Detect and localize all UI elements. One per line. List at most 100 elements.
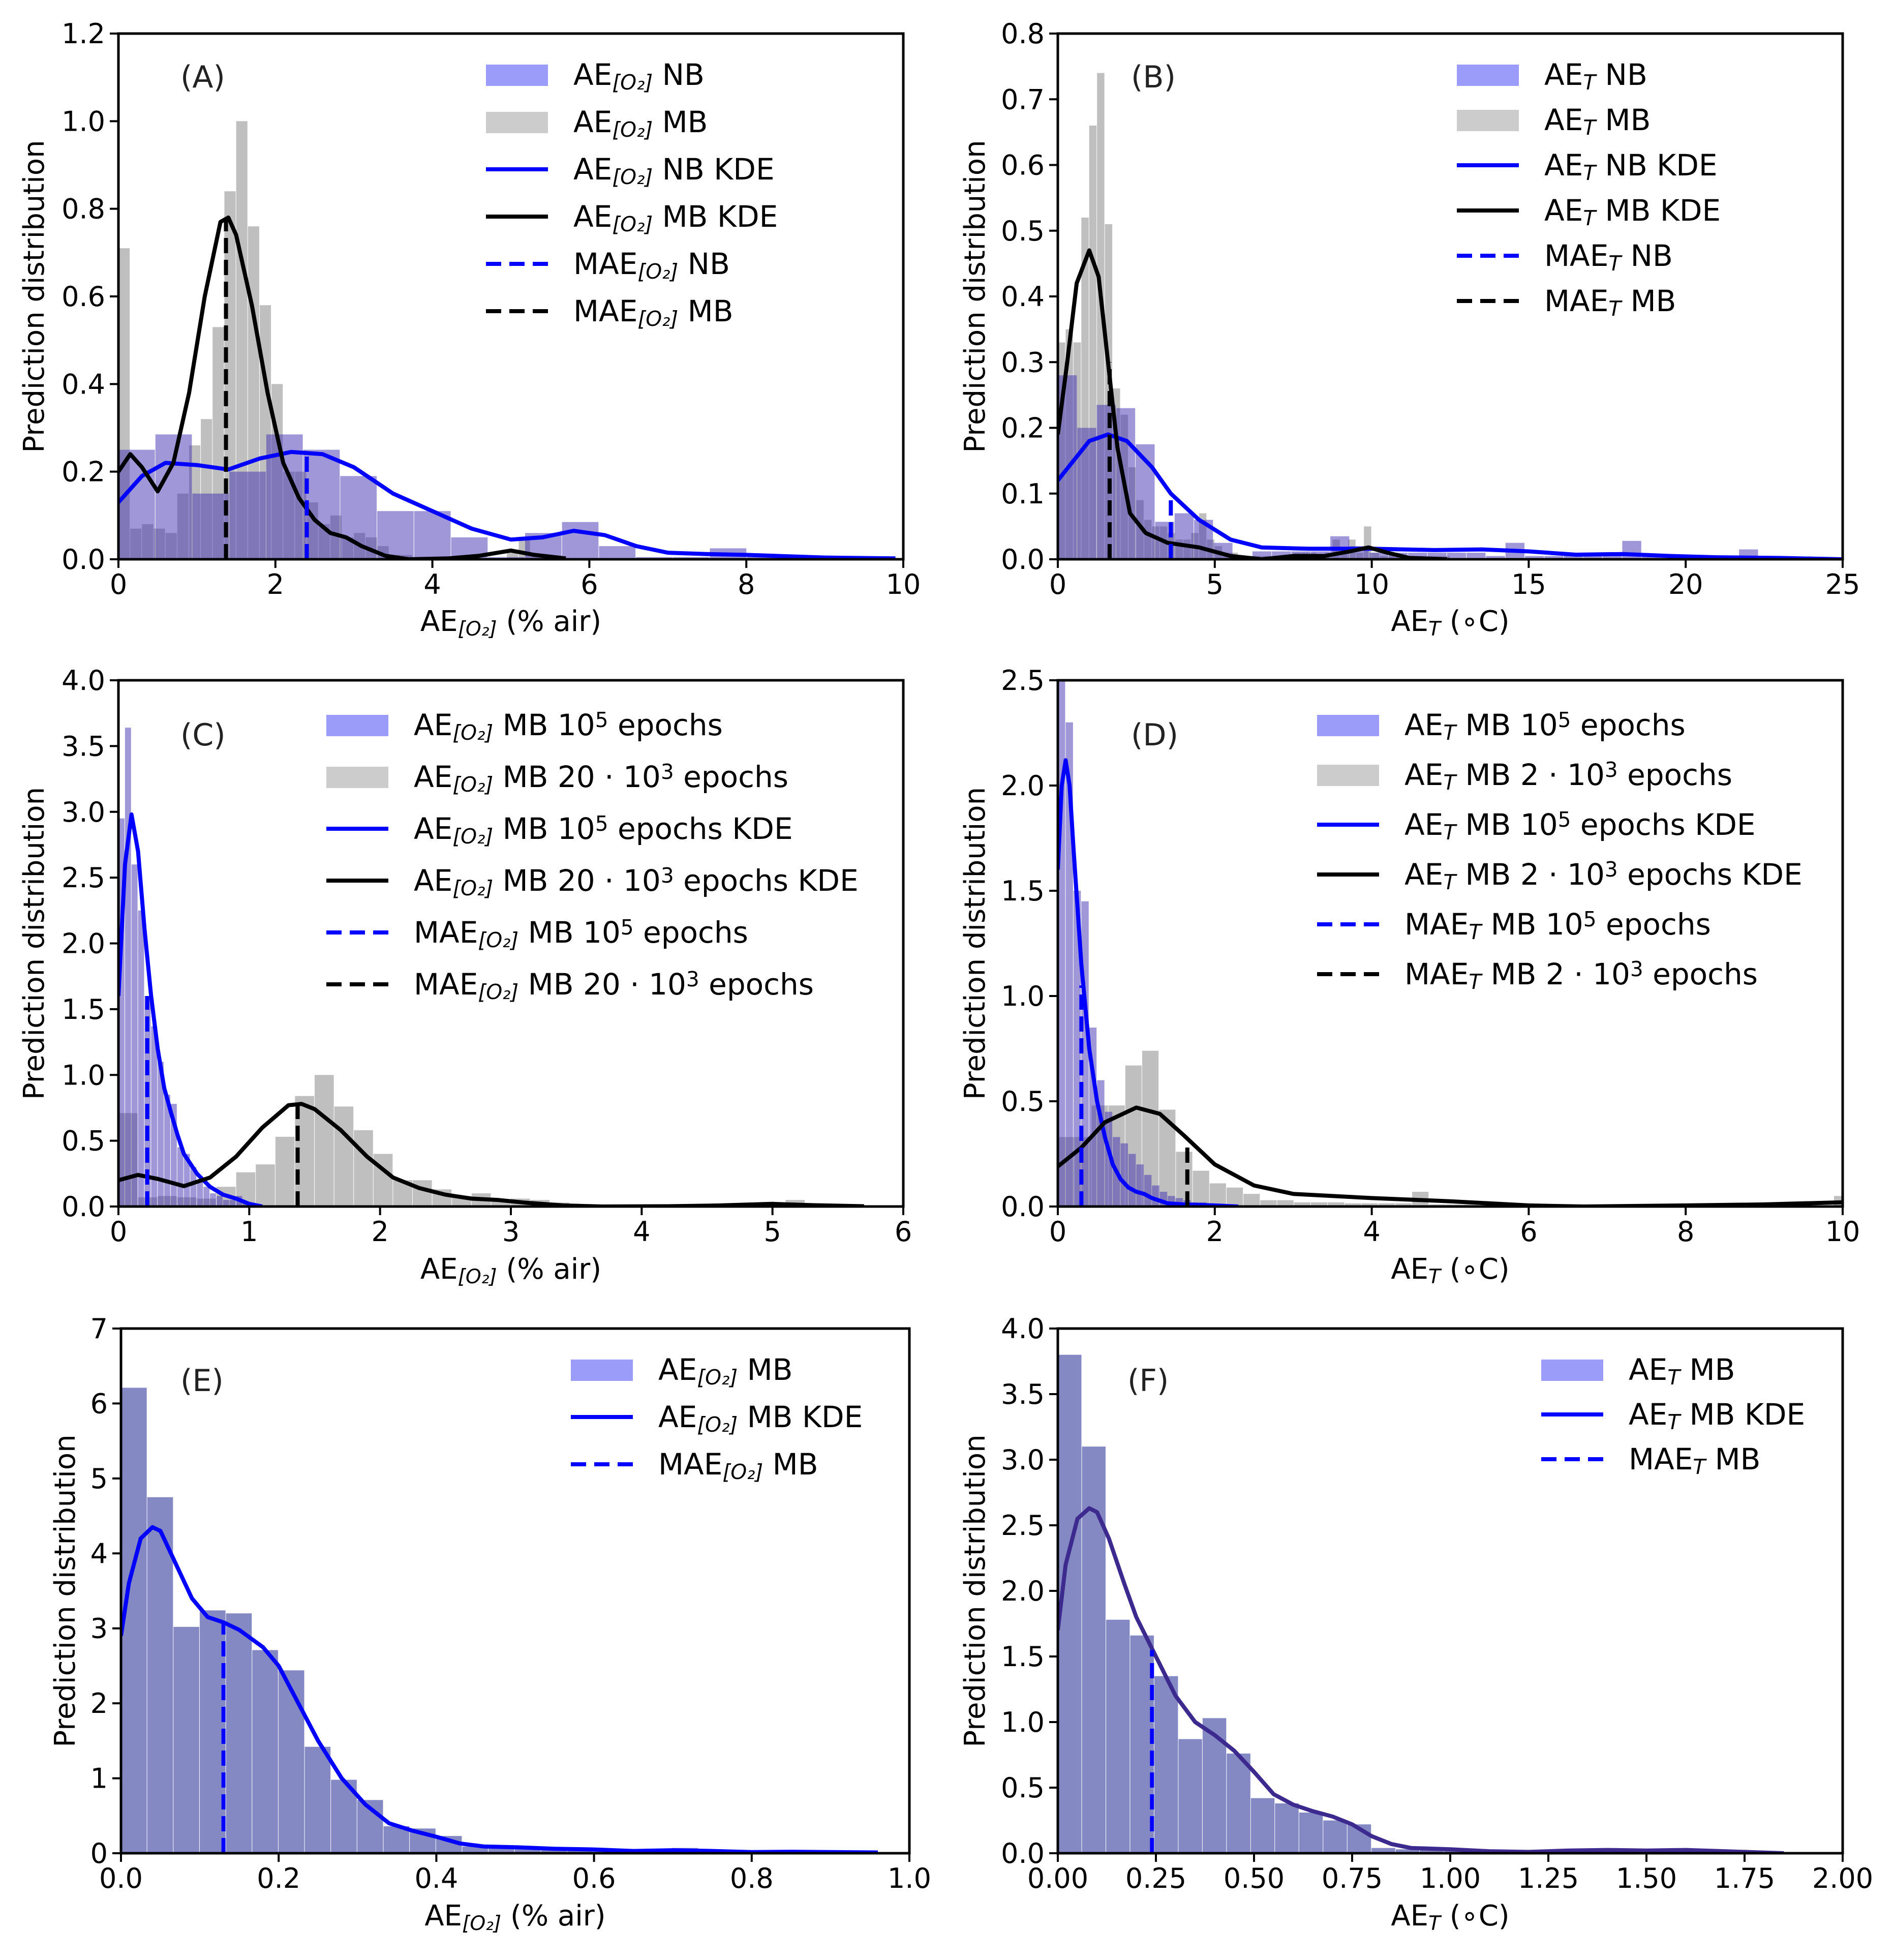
text-part: AE	[573, 105, 612, 139]
legend-item: MAE[O₂] NB	[486, 247, 730, 284]
y-tick-label: 0.3	[1001, 346, 1045, 378]
text-part: AE	[658, 1352, 697, 1387]
plot-area	[118, 728, 864, 1207]
x-tick-label: 6	[895, 1216, 912, 1248]
x-tick-label: 0.8	[730, 1862, 774, 1894]
subscript: [O₂]	[478, 928, 518, 952]
text-part: MB 10	[1456, 708, 1558, 742]
legend-label: MAET MB	[1544, 284, 1676, 321]
panel-label: (E)	[180, 1363, 224, 1399]
legend-label: AE[O₂] MB 20 · 103 epochs KDE	[414, 863, 859, 900]
superscript: 5	[621, 915, 634, 940]
histogram-bar	[1641, 556, 1661, 559]
histogram-bar	[1361, 1203, 1378, 1207]
superscript: 5	[595, 708, 608, 732]
text-part: AE	[573, 152, 612, 187]
text-part: MB 10	[493, 811, 595, 846]
subscript: T	[1583, 115, 1597, 140]
legend-item: MAE[O₂] MB	[486, 294, 734, 331]
text-part: epochs	[1571, 708, 1685, 742]
legend-label: MAET NB	[1544, 238, 1673, 276]
text-part: AE	[1404, 758, 1443, 792]
legend-item: MAET NB	[1457, 238, 1673, 276]
histogram-bar	[1420, 1849, 1444, 1853]
text-part: NB	[653, 57, 705, 92]
subscript: T	[1443, 770, 1457, 795]
legend-patch-swatch	[1317, 765, 1379, 786]
subscript: [O₂]	[452, 876, 493, 900]
x-tick-label: 2	[1206, 1216, 1224, 1248]
histogram-bar	[1227, 1753, 1250, 1853]
histogram-bar	[1310, 1202, 1328, 1207]
legend-item: AET MB 2 · 103 epochs	[1317, 758, 1732, 795]
histogram-bar	[1130, 1635, 1154, 1853]
histogram-bar	[315, 1075, 334, 1207]
y-tick-label: 0.5	[1001, 1085, 1045, 1118]
histogram-bar	[567, 1850, 593, 1853]
histogram-bar	[278, 1670, 304, 1853]
text-part: MAE	[573, 294, 637, 328]
text-part: epochs	[1597, 907, 1711, 942]
legend-patch-swatch	[1541, 1360, 1603, 1381]
subscript: T	[1583, 161, 1597, 185]
superscript: 5	[1558, 708, 1571, 732]
text-part: epochs KDE	[1618, 857, 1803, 892]
legend-item: AE[O₂] MB	[486, 105, 708, 142]
legend-item: AET MB KDE	[1457, 193, 1721, 230]
x-tick-label: 25	[1825, 568, 1860, 600]
text-part: AE	[573, 57, 612, 92]
subscript: [O₂]	[612, 117, 653, 142]
x-tick-label: 0.50	[1224, 1862, 1285, 1894]
histogram-bar	[1154, 1676, 1178, 1853]
histogram-bar	[210, 1193, 216, 1207]
subscript: T	[1608, 296, 1623, 321]
x-axis-label: AET (∘C)	[1391, 605, 1509, 641]
text-part: MB 20 · 10	[493, 760, 661, 794]
histogram-bar	[173, 1626, 199, 1853]
text-part: epochs	[608, 708, 723, 742]
legend-item: AE[O₂] NB	[486, 57, 705, 95]
x-tick-label: 0	[1049, 568, 1066, 600]
y-tick-label: 4.0	[62, 665, 105, 697]
histogram-bar	[190, 1167, 197, 1207]
text-part: MAE	[1544, 284, 1608, 318]
subscript: [O₂]	[612, 70, 653, 95]
legend-label: AE[O₂] MB KDE	[658, 1400, 863, 1437]
text-part: (% air)	[497, 1253, 601, 1286]
legend-item: AE[O₂] MB	[571, 1352, 792, 1390]
x-tick-label: 5	[763, 1216, 781, 1248]
subscript: [O₂]	[458, 618, 497, 641]
panel-a: 0 2 4 6 8 10 0.0 0.2 0.4 0.6 0.8 1.0 1.2 (A) Predictio…	[18, 18, 921, 641]
histogram-bar	[199, 1610, 226, 1853]
x-tick-label: 8	[1677, 1216, 1694, 1248]
subscript: T	[1428, 1912, 1442, 1935]
histogram-bar	[226, 1613, 252, 1853]
text-part: AE	[1404, 857, 1443, 892]
legend-item: AE[O₂] MB KDE	[486, 199, 778, 236]
panel-d: 0 2 4 6 8 10 0.0 0.5 1.0 1.5 2.0 2.5 (D) Prediction d…	[959, 665, 1860, 1288]
y-tick-label: 0.0	[1001, 544, 1045, 576]
text-part: AE	[414, 708, 452, 742]
text-part: MB	[1705, 1442, 1760, 1476]
histogram-bar	[1096, 405, 1116, 559]
text-part: MAE	[1404, 907, 1469, 942]
histogram-bar	[1120, 1143, 1128, 1207]
text-part: AE	[658, 1400, 697, 1434]
text-part: MAE	[1629, 1442, 1693, 1476]
y-axis-label: Prediction distribution	[49, 1434, 82, 1747]
histogram-bar	[1564, 556, 1583, 559]
y-tick-label: 3	[90, 1613, 108, 1645]
legend-patch-swatch	[326, 767, 388, 788]
legend-item: MAET MB 2 · 103 epochs	[1317, 957, 1758, 994]
panel-label: (D)	[1131, 717, 1178, 753]
subscript: [O₂]	[452, 772, 493, 797]
x-axis-label: AET (∘C)	[1391, 1253, 1509, 1288]
subscript: [O₂]	[452, 720, 493, 745]
legend-item: AET NB	[1457, 57, 1647, 95]
histogram-bar	[1544, 556, 1564, 559]
y-tick-label: 7	[90, 1313, 108, 1345]
y-tick-label: 0.2	[62, 456, 105, 488]
y-tick-label: 2.0	[62, 928, 105, 960]
text-part: AE	[1391, 1899, 1428, 1933]
x-tick-label: 8	[738, 568, 755, 600]
